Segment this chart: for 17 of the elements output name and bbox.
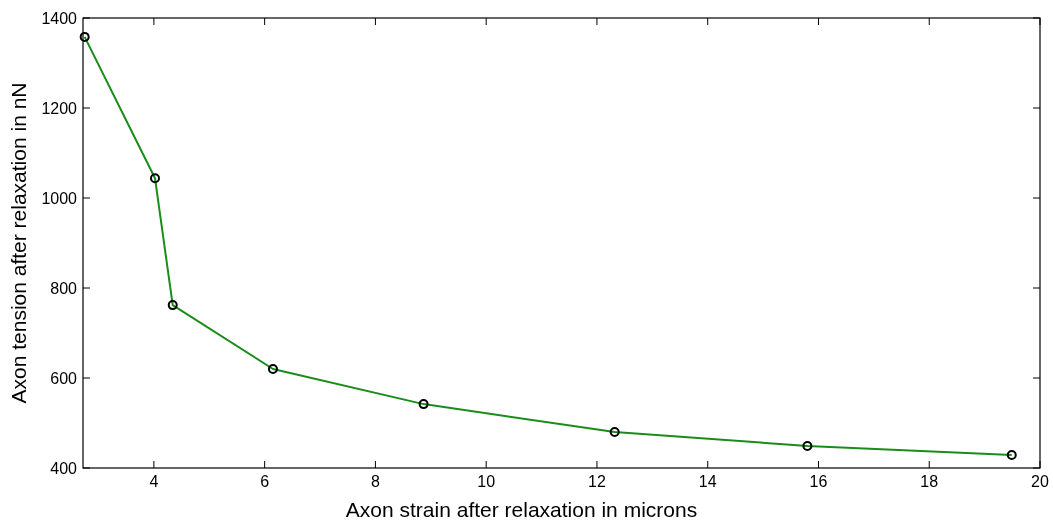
x-tick-label: 14 [698, 473, 717, 490]
x-tick-label: 18 [920, 473, 939, 490]
x-tick-label: 20 [1031, 473, 1049, 490]
x-tick-label: 10 [477, 473, 496, 490]
y-tick-label: 1000 [41, 190, 78, 207]
x-tick-label: 8 [370, 473, 380, 490]
y-tick-label: 800 [50, 280, 78, 297]
y-tick-label: 1200 [41, 100, 78, 117]
x-tick-label: 4 [149, 473, 159, 490]
y-tick-label: 400 [50, 460, 78, 477]
y-tick-label: 600 [50, 370, 78, 387]
x-axis-title: Axon strain after relaxation in microns [345, 498, 698, 521]
x-tick-label: 12 [588, 473, 606, 490]
x-tick-label: 6 [260, 473, 270, 490]
x-tick-label: 16 [809, 473, 828, 490]
y-axis-title: Axon tension after relaxation in nN [7, 82, 30, 404]
y-tick-label: 1400 [41, 10, 78, 27]
